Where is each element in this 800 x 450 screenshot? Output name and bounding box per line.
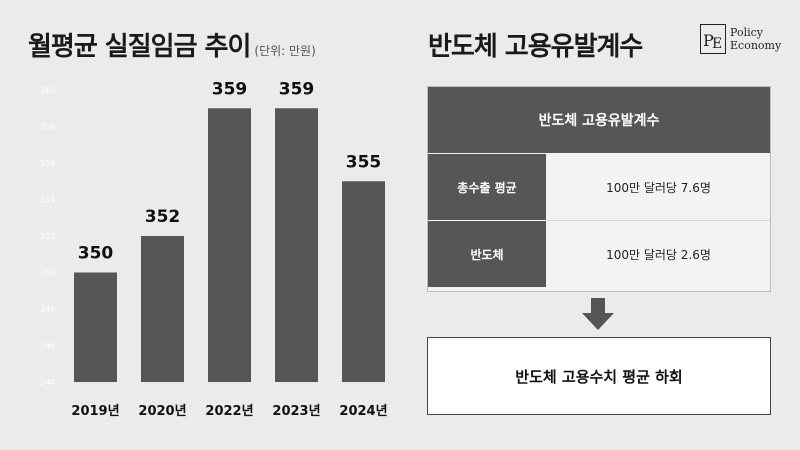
bar <box>342 181 385 382</box>
value-labels: 350 352 359 359 355 <box>78 79 382 263</box>
bar <box>275 108 318 382</box>
y-tick-label: 352 <box>40 232 55 241</box>
x-tick-label: 2023년 <box>272 404 320 419</box>
y-tick-label: 348 <box>40 305 55 314</box>
bar-value-label: 359 <box>279 79 315 99</box>
table-header: 반도체 고용유발계수 <box>428 87 770 153</box>
logo-line-1: Policy <box>730 26 763 39</box>
bar-value-label: 359 <box>212 79 248 99</box>
logo-pe-icon: P E <box>700 24 726 54</box>
svg-text:P: P <box>703 31 714 50</box>
row-divider-label <box>428 220 770 221</box>
x-tick-label: 2020년 <box>138 404 186 419</box>
bar-value-label: 350 <box>78 244 114 264</box>
policy-economy-logo: P E Policy Economy <box>700 22 781 62</box>
employment-coefficient-table: 반도체 고용유발계수 총수출 평균 100만 달러당 7.6명 반도체 100만… <box>427 86 771 292</box>
x-tick-label: 2024년 <box>339 404 387 419</box>
summary-box: 반도체 고용수치 평균 하회 <box>427 337 771 415</box>
bar <box>74 272 117 382</box>
y-tick-label: 350 <box>40 269 55 278</box>
chart-title: 월평균 실질임금 추이 (단위: 만원) <box>28 26 316 63</box>
bar-value-label: 355 <box>346 152 382 172</box>
table-title: 반도체 고용유발계수 <box>428 32 643 62</box>
y-tick-label: 358 <box>40 123 55 132</box>
y-tick-label: 346 <box>40 342 55 351</box>
row-label-semiconductor: 반도체 <box>428 221 546 287</box>
row-label-total-export: 총수출 평균 <box>428 154 546 220</box>
chart-title-text: 월평균 실질임금 추이 <box>28 32 251 62</box>
row-value-semiconductor: 100만 달러당 2.6명 <box>606 247 711 262</box>
x-tick-label: 2019년 <box>71 404 119 419</box>
bar-value-label: 352 <box>145 207 181 227</box>
x-axis-labels: 2019년 2020년 2022년 2023년 2024년 <box>71 404 387 419</box>
logo-text: Policy Economy <box>730 26 781 52</box>
y-tick-label: 356 <box>40 159 55 168</box>
down-arrow-icon <box>582 298 614 330</box>
svg-text:E: E <box>712 36 722 52</box>
logo-line-2: Economy <box>730 39 782 52</box>
x-tick-label: 2022년 <box>205 404 253 419</box>
bar-chart: 344 346 348 350 352 354 356 358 360 350 352 359 359… <box>40 79 388 419</box>
y-tick-label: 360 <box>40 86 55 95</box>
y-tick-label: 354 <box>40 196 55 205</box>
bar <box>141 236 184 382</box>
logo-mark: P E <box>700 24 726 54</box>
chart-unit-label: (단위: 만원) <box>254 44 316 58</box>
row-value-total-export: 100만 달러당 7.6명 <box>606 180 711 195</box>
y-tick-label: 344 <box>40 378 55 387</box>
row-divider <box>547 220 770 221</box>
y-axis-ticks: 344 346 348 350 352 354 356 358 360 <box>40 86 55 387</box>
bars <box>74 108 385 382</box>
bar <box>208 108 251 382</box>
